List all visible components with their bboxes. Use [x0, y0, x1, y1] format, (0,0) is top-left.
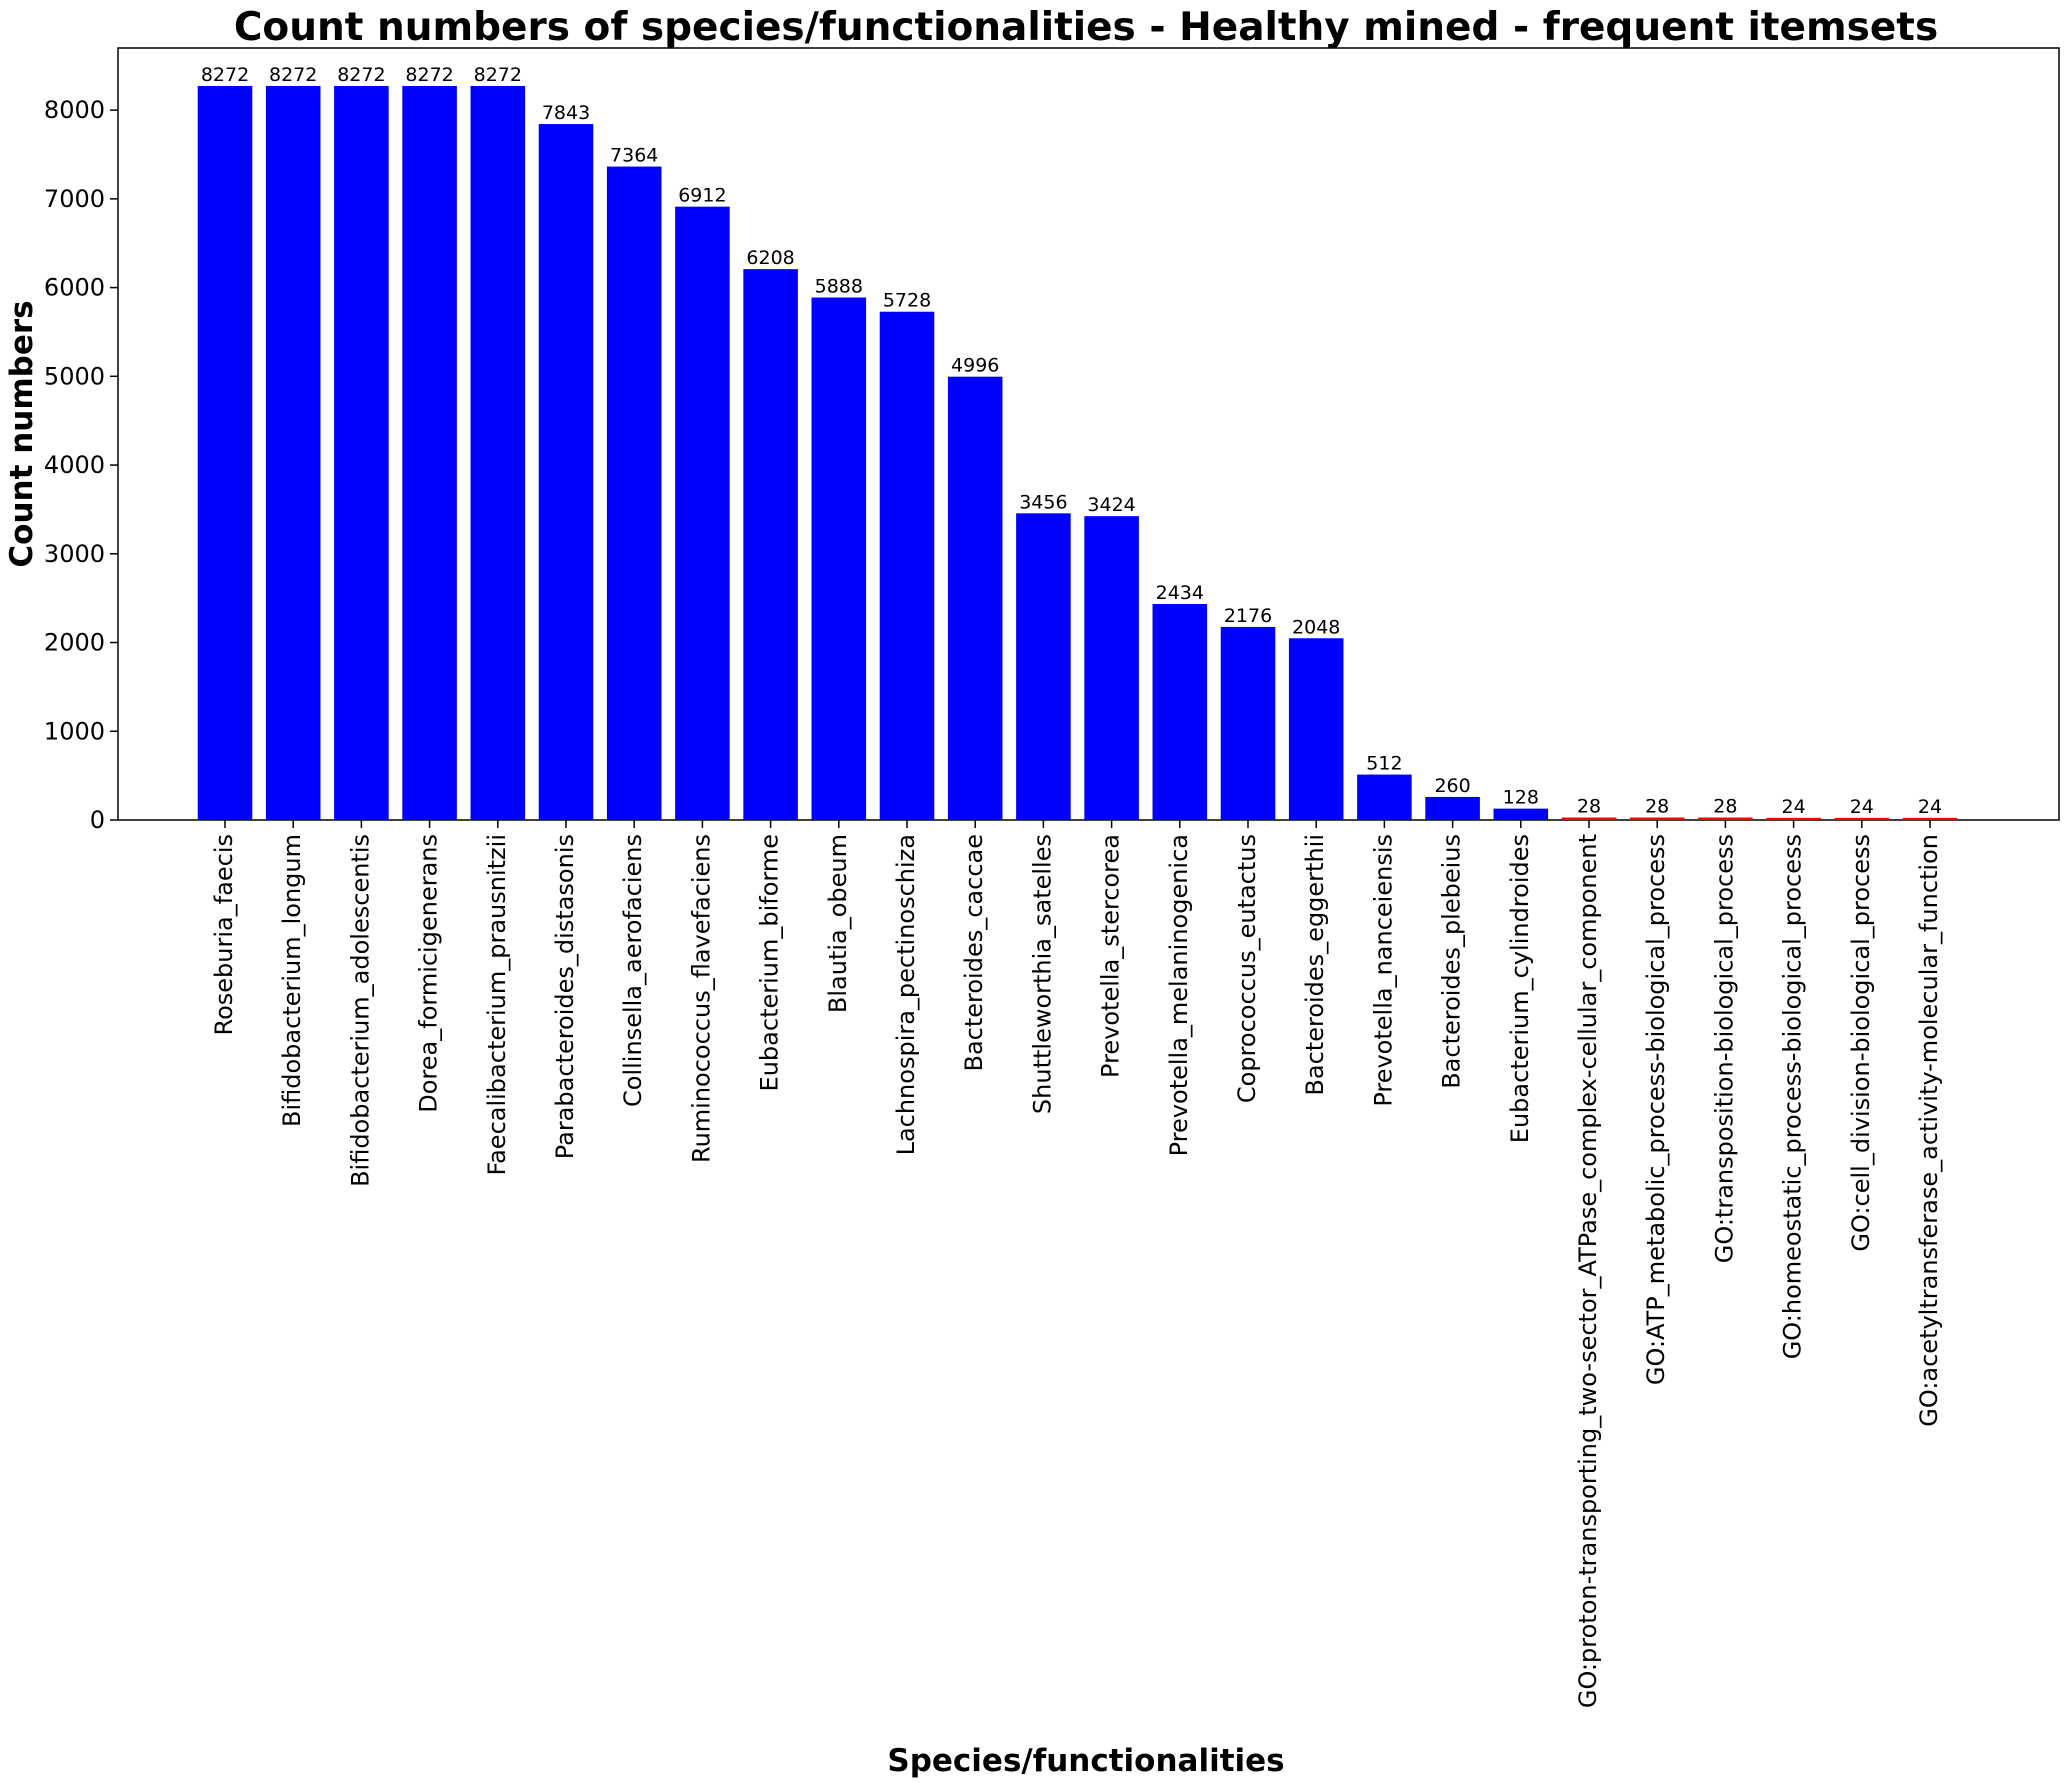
- bar: [811, 297, 867, 820]
- bar: [470, 85, 526, 821]
- x-tick-label: Bifidobacterium_longum: [278, 834, 306, 1127]
- y-tick-label: 0: [90, 806, 105, 834]
- x-tick-label: GO:cell_division-biological_process: [1847, 834, 1875, 1252]
- x-tick-label: Lachnospira_pectinoschiza: [892, 834, 920, 1155]
- bar: [1220, 626, 1276, 820]
- bar: [1425, 796, 1480, 820]
- x-tick-label: Parabacteroides_distasonis: [551, 834, 579, 1159]
- y-axis: 0 1000 2000 3000 4000 5000 6000 7000 8000: [44, 96, 118, 834]
- bar-value-label: 7364: [610, 145, 658, 167]
- bar-value-label: 512: [1366, 753, 1402, 775]
- bar: [265, 85, 321, 821]
- y-tick-label: 3000: [44, 540, 105, 568]
- x-tick-label: Bacteroides_caccae: [960, 834, 988, 1072]
- bar-value-label: 28: [1577, 796, 1601, 818]
- bar: [538, 124, 594, 821]
- x-tick-label: GO:acetyltransferase_activity-molecular_…: [1915, 834, 1943, 1427]
- bar-value-label: 8272: [269, 64, 317, 86]
- bar-value-label: 2048: [1292, 616, 1340, 638]
- bar: [606, 166, 662, 821]
- bar: [1357, 774, 1412, 820]
- bar: [1152, 604, 1208, 820]
- bar-value-label: 5888: [815, 276, 863, 298]
- x-tick-label: Roseburia_faecis: [210, 834, 238, 1036]
- x-tick-label: GO:transposition-biological_process: [1710, 834, 1738, 1263]
- y-tick-label: 1000: [44, 717, 105, 745]
- bar: [1902, 817, 1958, 820]
- bar: [402, 85, 457, 821]
- bar: [1561, 817, 1617, 820]
- bar-value-label: 128: [1503, 787, 1539, 809]
- bars-layer: [197, 85, 1958, 821]
- x-tick-label: Bacteroides_plebeius: [1438, 834, 1466, 1089]
- x-tick-label: Eubacterium_biforme: [756, 834, 784, 1091]
- x-tick-label: Coprococcus_eutactus: [1233, 834, 1261, 1103]
- bar-value-label: 6208: [746, 247, 794, 269]
- x-tick-label: GO:homeostatic_process-biological_proces…: [1779, 834, 1807, 1359]
- bar-value-label: 8272: [405, 64, 453, 86]
- y-tick-label: 8000: [44, 96, 105, 124]
- data-labels-layer: 8272 8272 8272 8272 8272 7843 7364 6912 6208 5888…: [201, 64, 1942, 818]
- bar: [1493, 808, 1549, 820]
- bar-value-label: 7843: [542, 102, 590, 124]
- x-tick-label: Blautia_obeum: [824, 834, 852, 1013]
- x-tick-label: Faecalibacterium_prausnitzii: [483, 834, 511, 1176]
- bar: [1834, 817, 1890, 820]
- x-tick-label: Bacteroides_eggerthii: [1301, 834, 1329, 1096]
- bar: [1016, 513, 1071, 820]
- x-tick-label: Prevotella_melaninogenica: [1165, 834, 1193, 1156]
- x-tick-label: Dorea_formicigenerans: [415, 834, 443, 1113]
- bar-value-label: 4996: [951, 355, 999, 377]
- bar: [197, 85, 253, 821]
- y-axis-label: Count numbers: [4, 300, 40, 567]
- bar-value-label: 260: [1434, 775, 1470, 797]
- bar-value-label: 2176: [1224, 605, 1272, 627]
- bar: [1084, 516, 1139, 820]
- bar: [675, 206, 730, 820]
- bar: [879, 311, 935, 820]
- bar: [1698, 817, 1753, 820]
- bar-value-label: 3424: [1087, 494, 1135, 516]
- x-tick-label: GO:ATP_metabolic_process-biological_proc…: [1642, 834, 1670, 1385]
- x-tick-label: Shuttleworthia_satelles: [1028, 834, 1056, 1114]
- bar: [947, 376, 1003, 820]
- x-tick-label: Eubacterium_cylindroides: [1506, 834, 1534, 1143]
- y-tick-label: 5000: [44, 362, 105, 390]
- bar-value-label: 8272: [201, 64, 249, 86]
- x-tick-label: Bifidobacterium_adolescentis: [346, 834, 374, 1187]
- x-axis: Roseburia_faecis Bifidobacterium_longum Bi…: [210, 820, 1943, 1708]
- x-axis-label: Species/functionalities: [887, 1743, 1284, 1779]
- bar-value-label: 2434: [1156, 582, 1204, 604]
- bar: [1766, 817, 1821, 820]
- bar-value-label: 5728: [883, 290, 931, 312]
- bar-value-label: 8272: [474, 64, 522, 86]
- bar: [1288, 638, 1344, 820]
- bar-value-label: 24: [1850, 796, 1874, 818]
- x-tick-label: GO:proton-transporting_two-sector_ATPase…: [1574, 834, 1602, 1708]
- bar-value-label: 6912: [678, 185, 726, 207]
- y-tick-label: 7000: [44, 185, 105, 213]
- x-tick-label: Prevotella_nanceiensis: [1369, 834, 1397, 1107]
- bar: [1629, 817, 1685, 820]
- bar-value-label: 24: [1782, 796, 1806, 818]
- bar-value-label: 28: [1645, 796, 1669, 818]
- y-tick-label: 2000: [44, 629, 105, 657]
- bar-value-label: 8272: [337, 64, 385, 86]
- bar: [334, 85, 389, 821]
- bar-value-label: 24: [1918, 796, 1942, 818]
- y-tick-label: 6000: [44, 274, 105, 302]
- bar-value-label: 28: [1713, 796, 1737, 818]
- bar: [743, 269, 798, 820]
- y-tick-label: 4000: [44, 451, 105, 479]
- x-tick-label: Collinsella_aerofaciens: [619, 834, 647, 1107]
- x-tick-label: Prevotella_stercorea: [1097, 834, 1125, 1078]
- chart-title: Count numbers of species/functionalities…: [234, 5, 1938, 50]
- x-tick-label: Ruminococcus_flavefaciens: [687, 834, 715, 1163]
- bar-value-label: 3456: [1019, 491, 1067, 513]
